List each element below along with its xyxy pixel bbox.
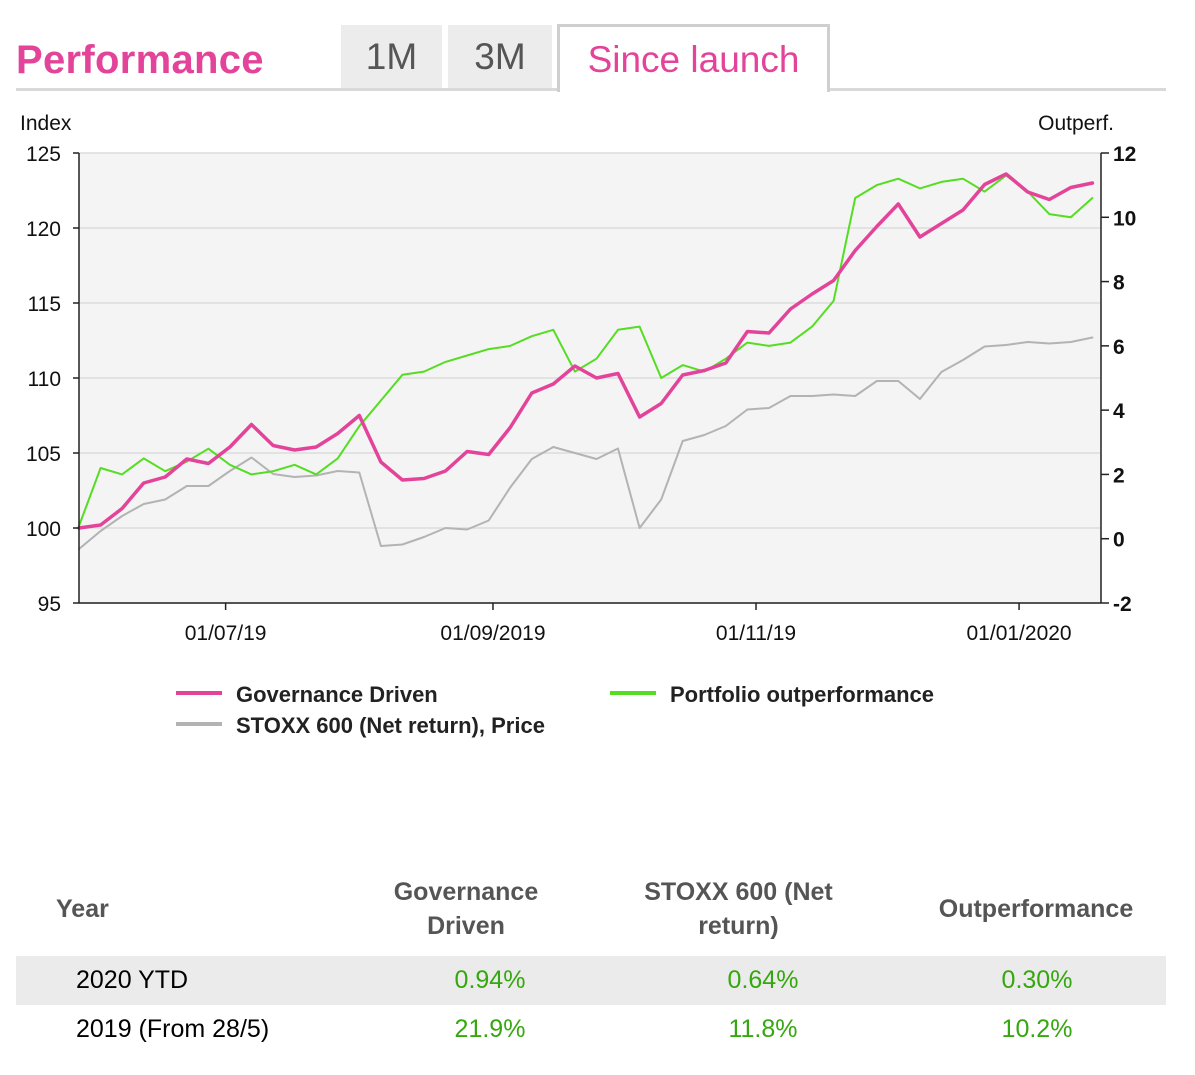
right-tick-label: 12 — [1113, 143, 1136, 166]
tab-1m[interactable]: 1M — [341, 25, 442, 88]
chart-series — [77, 172, 1095, 550]
performance-chart: 95 100 105 110 115 120 125 -2 0 2 4 6 8 10 12 01/07/19 0… — [20, 112, 1136, 645]
left-tick-label: 105 — [26, 443, 61, 466]
tab-3m[interactable]: 3M — [448, 25, 552, 88]
series-line-outperformance — [78, 174, 1094, 527]
x-tick-label: 01/11/19 — [716, 622, 796, 645]
legend-swatch-outperformance — [610, 691, 656, 696]
column-header-governance: Governance Driven — [346, 862, 586, 956]
left-tick-label: 110 — [28, 368, 61, 391]
left-tick-label: 120 — [26, 218, 61, 241]
left-tick-label: 95 — [38, 593, 61, 616]
performance-header: Performance 1M 3M Since launch — [16, 20, 1166, 92]
row-year: 2020 YTD — [76, 966, 189, 994]
legend-label-outperformance: Portfolio outperformance — [670, 682, 935, 707]
column-header-stoxx: STOXX 600 (Net return) — [616, 862, 861, 956]
column-header-year: Year — [56, 895, 109, 923]
performance-table: Year Governance Driven STOXX 600 (Net re… — [16, 862, 1166, 1054]
legend-item-governance: Governance Driven — [176, 682, 438, 708]
left-axis-title: Index — [20, 112, 72, 135]
left-tick-label: 115 — [28, 293, 61, 316]
column-header-governance-text: Governance Driven — [393, 878, 539, 940]
legend-label-governance: Governance Driven — [236, 682, 438, 707]
chart-axes: 95 100 105 110 115 120 125 -2 0 2 4 6 8 10 12 01/07/19 0… — [26, 143, 1136, 645]
right-tick-label: 8 — [1113, 272, 1125, 295]
x-tick-label: 01/09/2019 — [440, 622, 545, 645]
right-tick-label: 2 — [1113, 464, 1125, 487]
row-year: 2019 (From 28/5) — [76, 1015, 270, 1043]
legend-swatch-stoxx — [176, 722, 222, 727]
x-tick-label: 01/07/19 — [185, 622, 267, 645]
right-tick-label: 6 — [1113, 336, 1125, 359]
right-axis-title: Outperf. — [1038, 112, 1114, 135]
row-governance-value: 0.94% — [454, 966, 526, 994]
tab-since-launch[interactable]: Since launch — [557, 24, 830, 92]
page-title: Performance — [16, 38, 264, 82]
table-row: 2020 YTD 0.94% 0.64% 0.30% — [16, 956, 1166, 1005]
column-header-stoxx-text: STOXX 600 (Net return) — [644, 878, 833, 940]
right-tick-label: 4 — [1113, 400, 1125, 423]
right-tick-label: 0 — [1113, 529, 1125, 552]
legend-label-stoxx: STOXX 600 (Net return), Price — [236, 713, 545, 738]
left-tick-label: 100 — [26, 518, 61, 541]
left-tick-label: 125 — [26, 143, 61, 166]
legend-item-stoxx: STOXX 600 (Net return), Price — [176, 713, 545, 739]
row-stoxx-value: 11.8% — [728, 1015, 798, 1043]
column-header-outperformance: Outperformance — [938, 895, 1134, 923]
row-outperformance-value: 0.30% — [1001, 966, 1073, 994]
right-tick-label: -2 — [1113, 593, 1132, 616]
legend-swatch-governance — [176, 691, 222, 696]
table-header: Year Governance Driven STOXX 600 (Net re… — [16, 862, 1166, 956]
right-tick-label: 10 — [1113, 207, 1136, 230]
row-governance-value: 21.9% — [454, 1015, 526, 1043]
table-row: 2019 (From 28/5) 21.9% 11.8% 10.2% — [16, 1005, 1166, 1054]
series-line-stoxx — [78, 336, 1094, 550]
row-stoxx-value: 0.64% — [727, 966, 799, 994]
series-line-governance — [77, 172, 1095, 530]
legend-item-outperformance: Portfolio outperformance — [610, 682, 934, 708]
row-outperformance-value: 10.2% — [1001, 1015, 1073, 1043]
x-tick-label: 01/01/2020 — [967, 622, 1072, 645]
